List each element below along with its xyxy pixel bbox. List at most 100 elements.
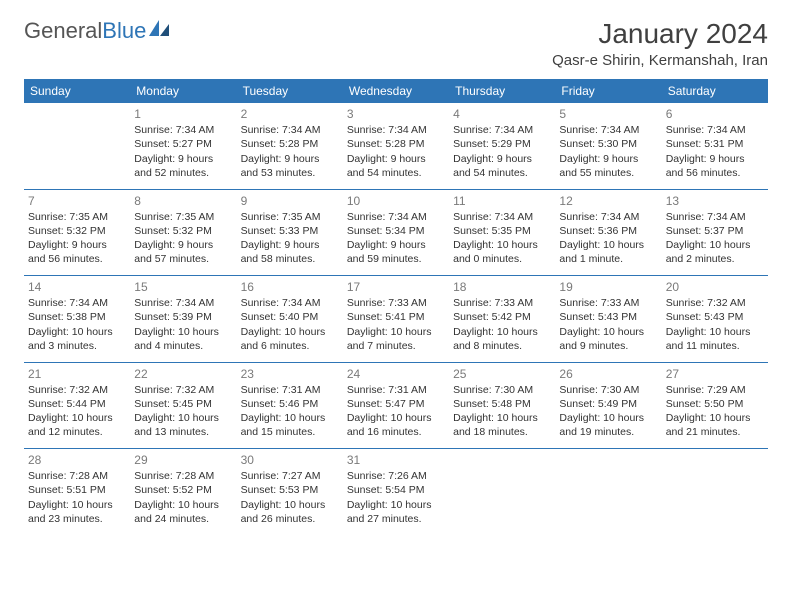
daylight-text: Daylight: 10 hours and 12 minutes. xyxy=(28,411,126,439)
day-cell: 10Sunrise: 7:34 AMSunset: 5:34 PMDayligh… xyxy=(343,190,449,276)
daylight-text: Daylight: 9 hours and 59 minutes. xyxy=(347,238,445,266)
brand-logo: GeneralBlue xyxy=(24,18,170,44)
sunrise-text: Sunrise: 7:34 AM xyxy=(453,210,551,224)
day-cell: 24Sunrise: 7:31 AMSunset: 5:47 PMDayligh… xyxy=(343,363,449,449)
sunset-text: Sunset: 5:33 PM xyxy=(241,224,339,238)
day-cell: 28Sunrise: 7:28 AMSunset: 5:51 PMDayligh… xyxy=(24,449,130,535)
month-title: January 2024 xyxy=(552,18,768,50)
sunset-text: Sunset: 5:35 PM xyxy=(453,224,551,238)
sunset-text: Sunset: 5:42 PM xyxy=(453,310,551,324)
day-header-row: Sunday Monday Tuesday Wednesday Thursday… xyxy=(24,79,768,103)
day-cell: 4Sunrise: 7:34 AMSunset: 5:29 PMDaylight… xyxy=(449,103,555,189)
daylight-text: Daylight: 10 hours and 0 minutes. xyxy=(453,238,551,266)
sunset-text: Sunset: 5:46 PM xyxy=(241,397,339,411)
day-cell xyxy=(662,449,768,535)
sunset-text: Sunset: 5:39 PM xyxy=(134,310,232,324)
sunrise-text: Sunrise: 7:29 AM xyxy=(666,383,764,397)
week-row: 28Sunrise: 7:28 AMSunset: 5:51 PMDayligh… xyxy=(24,449,768,535)
day-number: 2 xyxy=(241,106,339,122)
day-number: 13 xyxy=(666,193,764,209)
sunrise-text: Sunrise: 7:34 AM xyxy=(241,123,339,137)
day-number: 6 xyxy=(666,106,764,122)
calendar-page: GeneralBlue January 2024 Qasr-e Shirin, … xyxy=(0,0,792,547)
sunset-text: Sunset: 5:44 PM xyxy=(28,397,126,411)
week-row: 7Sunrise: 7:35 AMSunset: 5:32 PMDaylight… xyxy=(24,190,768,276)
day-cell: 9Sunrise: 7:35 AMSunset: 5:33 PMDaylight… xyxy=(237,190,343,276)
daylight-text: Daylight: 9 hours and 53 minutes. xyxy=(241,152,339,180)
day-number: 5 xyxy=(559,106,657,122)
sunrise-text: Sunrise: 7:33 AM xyxy=(453,296,551,310)
day-cell: 25Sunrise: 7:30 AMSunset: 5:48 PMDayligh… xyxy=(449,363,555,449)
sunrise-text: Sunrise: 7:34 AM xyxy=(559,210,657,224)
calendar-body: 1Sunrise: 7:34 AMSunset: 5:27 PMDaylight… xyxy=(24,103,768,535)
sunset-text: Sunset: 5:32 PM xyxy=(134,224,232,238)
sunset-text: Sunset: 5:36 PM xyxy=(559,224,657,238)
sunset-text: Sunset: 5:30 PM xyxy=(559,137,657,151)
sunset-text: Sunset: 5:53 PM xyxy=(241,483,339,497)
sunrise-text: Sunrise: 7:33 AM xyxy=(347,296,445,310)
sunset-text: Sunset: 5:50 PM xyxy=(666,397,764,411)
day-number: 8 xyxy=(134,193,232,209)
day-cell: 31Sunrise: 7:26 AMSunset: 5:54 PMDayligh… xyxy=(343,449,449,535)
day-cell xyxy=(24,103,130,189)
daylight-text: Daylight: 10 hours and 11 minutes. xyxy=(666,325,764,353)
day-cell: 1Sunrise: 7:34 AMSunset: 5:27 PMDaylight… xyxy=(130,103,236,189)
week-row: 14Sunrise: 7:34 AMSunset: 5:38 PMDayligh… xyxy=(24,276,768,362)
day-number: 22 xyxy=(134,366,232,382)
daylight-text: Daylight: 10 hours and 4 minutes. xyxy=(134,325,232,353)
brand-part1: General xyxy=(24,18,102,44)
day-number: 16 xyxy=(241,279,339,295)
daylight-text: Daylight: 10 hours and 21 minutes. xyxy=(666,411,764,439)
daylight-text: Daylight: 10 hours and 6 minutes. xyxy=(241,325,339,353)
day-cell: 23Sunrise: 7:31 AMSunset: 5:46 PMDayligh… xyxy=(237,363,343,449)
sunrise-text: Sunrise: 7:34 AM xyxy=(28,296,126,310)
day-cell: 29Sunrise: 7:28 AMSunset: 5:52 PMDayligh… xyxy=(130,449,236,535)
sunrise-text: Sunrise: 7:34 AM xyxy=(241,296,339,310)
sunrise-text: Sunrise: 7:28 AM xyxy=(134,469,232,483)
sunset-text: Sunset: 5:40 PM xyxy=(241,310,339,324)
day-cell: 13Sunrise: 7:34 AMSunset: 5:37 PMDayligh… xyxy=(662,190,768,276)
day-header: Tuesday xyxy=(237,79,343,103)
daylight-text: Daylight: 10 hours and 15 minutes. xyxy=(241,411,339,439)
location-label: Qasr-e Shirin, Kermanshah, Iran xyxy=(552,52,768,69)
day-cell: 7Sunrise: 7:35 AMSunset: 5:32 PMDaylight… xyxy=(24,190,130,276)
day-cell: 22Sunrise: 7:32 AMSunset: 5:45 PMDayligh… xyxy=(130,363,236,449)
day-cell xyxy=(449,449,555,535)
day-cell: 30Sunrise: 7:27 AMSunset: 5:53 PMDayligh… xyxy=(237,449,343,535)
sunrise-text: Sunrise: 7:28 AM xyxy=(28,469,126,483)
sunrise-text: Sunrise: 7:34 AM xyxy=(666,123,764,137)
daylight-text: Daylight: 10 hours and 9 minutes. xyxy=(559,325,657,353)
sunset-text: Sunset: 5:28 PM xyxy=(347,137,445,151)
day-number: 17 xyxy=(347,279,445,295)
day-number: 23 xyxy=(241,366,339,382)
day-cell: 17Sunrise: 7:33 AMSunset: 5:41 PMDayligh… xyxy=(343,276,449,362)
day-cell: 19Sunrise: 7:33 AMSunset: 5:43 PMDayligh… xyxy=(555,276,661,362)
day-number: 30 xyxy=(241,452,339,468)
logo-sail-icon xyxy=(148,19,170,37)
calendar-table: Sunday Monday Tuesday Wednesday Thursday… xyxy=(24,79,768,535)
sunset-text: Sunset: 5:49 PM xyxy=(559,397,657,411)
sunrise-text: Sunrise: 7:34 AM xyxy=(134,296,232,310)
sunrise-text: Sunrise: 7:34 AM xyxy=(666,210,764,224)
day-number: 15 xyxy=(134,279,232,295)
day-number: 31 xyxy=(347,452,445,468)
day-number: 7 xyxy=(28,193,126,209)
day-number: 27 xyxy=(666,366,764,382)
day-number: 11 xyxy=(453,193,551,209)
daylight-text: Daylight: 10 hours and 2 minutes. xyxy=(666,238,764,266)
daylight-text: Daylight: 10 hours and 13 minutes. xyxy=(134,411,232,439)
day-cell xyxy=(555,449,661,535)
day-cell: 3Sunrise: 7:34 AMSunset: 5:28 PMDaylight… xyxy=(343,103,449,189)
day-cell: 18Sunrise: 7:33 AMSunset: 5:42 PMDayligh… xyxy=(449,276,555,362)
sunset-text: Sunset: 5:54 PM xyxy=(347,483,445,497)
daylight-text: Daylight: 10 hours and 7 minutes. xyxy=(347,325,445,353)
daylight-text: Daylight: 9 hours and 58 minutes. xyxy=(241,238,339,266)
day-number: 21 xyxy=(28,366,126,382)
daylight-text: Daylight: 9 hours and 54 minutes. xyxy=(453,152,551,180)
day-cell: 12Sunrise: 7:34 AMSunset: 5:36 PMDayligh… xyxy=(555,190,661,276)
brand-part2: Blue xyxy=(102,18,146,44)
sunset-text: Sunset: 5:31 PM xyxy=(666,137,764,151)
daylight-text: Daylight: 10 hours and 26 minutes. xyxy=(241,498,339,526)
sunrise-text: Sunrise: 7:32 AM xyxy=(666,296,764,310)
day-number: 24 xyxy=(347,366,445,382)
